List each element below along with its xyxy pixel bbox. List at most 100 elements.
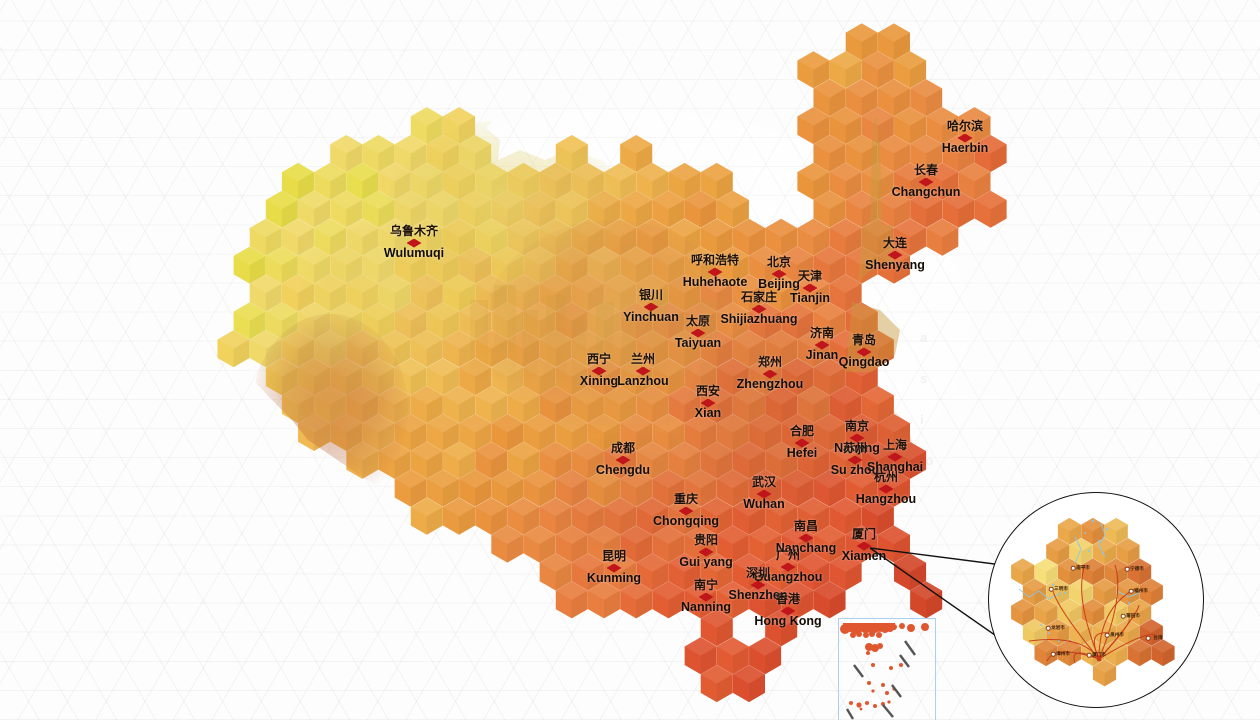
hex-tile[interactable] bbox=[829, 218, 862, 256]
hex-tile[interactable] bbox=[845, 23, 878, 61]
hex-tile[interactable] bbox=[426, 413, 459, 452]
hex-tile[interactable] bbox=[877, 79, 910, 117]
hex-tile[interactable] bbox=[571, 553, 604, 591]
hex-tile[interactable] bbox=[894, 162, 927, 200]
hex-tile[interactable] bbox=[829, 162, 862, 200]
hex-tile[interactable] bbox=[910, 79, 943, 117]
hex-tile[interactable] bbox=[491, 469, 524, 507]
hex-tile[interactable] bbox=[845, 246, 878, 284]
hex-tile[interactable] bbox=[716, 581, 749, 619]
hex-tile[interactable] bbox=[507, 497, 540, 535]
hex-tile[interactable] bbox=[845, 190, 878, 228]
hex-tile[interactable] bbox=[765, 218, 798, 256]
hex-tile[interactable] bbox=[394, 469, 427, 507]
hex-tile[interactable] bbox=[233, 302, 266, 340]
hex-tile[interactable] bbox=[362, 134, 395, 173]
hex-tile[interactable] bbox=[732, 218, 765, 256]
hex-tile[interactable] bbox=[281, 162, 314, 200]
hex-tile[interactable] bbox=[507, 441, 540, 479]
hex-tile[interactable] bbox=[797, 553, 830, 591]
hex-tile[interactable] bbox=[732, 274, 765, 312]
hex-tile[interactable] bbox=[716, 190, 749, 228]
hex-tile[interactable] bbox=[845, 302, 878, 340]
fujian-detail-magnifier[interactable]: 南平市 宁德市 福州市 三明市 莆田市 龙岩市 泉州市 漳州市 厦门市 台湾 bbox=[988, 492, 1204, 708]
hex-tile[interactable] bbox=[861, 107, 894, 145]
hex-tile[interactable] bbox=[797, 51, 830, 89]
hex-tile[interactable] bbox=[410, 441, 443, 479]
hex-tile[interactable] bbox=[861, 51, 894, 89]
hex-tile[interactable] bbox=[410, 107, 443, 145]
hex-tile[interactable] bbox=[684, 581, 717, 619]
hex-tile[interactable] bbox=[877, 190, 910, 228]
hex-tile[interactable] bbox=[910, 190, 943, 228]
hex-tile[interactable] bbox=[797, 218, 830, 256]
hex-tile[interactable] bbox=[845, 79, 878, 117]
hex-tile[interactable] bbox=[281, 218, 314, 256]
hex-tile[interactable] bbox=[894, 107, 927, 145]
hex-tile[interactable] bbox=[765, 609, 798, 647]
hex-tile[interactable] bbox=[410, 386, 443, 424]
hex-tile[interactable] bbox=[910, 581, 943, 619]
hex-tile[interactable] bbox=[555, 581, 588, 619]
hex-tile[interactable] bbox=[330, 190, 363, 228]
hex-tile[interactable] bbox=[410, 497, 443, 535]
hex-tile[interactable] bbox=[475, 497, 508, 535]
hex-tile[interactable] bbox=[749, 637, 782, 675]
hex-tile[interactable] bbox=[700, 218, 733, 256]
hex-tile[interactable] bbox=[861, 330, 894, 368]
hex-tile[interactable] bbox=[491, 413, 524, 452]
hex-tile[interactable] bbox=[620, 581, 653, 619]
hex-tile[interactable] bbox=[523, 469, 556, 507]
hex-tile[interactable] bbox=[797, 162, 830, 200]
hex-tile[interactable] bbox=[974, 190, 1007, 228]
hex-tile[interactable] bbox=[829, 274, 862, 312]
hex-tile[interactable] bbox=[797, 274, 830, 312]
hex-tile[interactable] bbox=[716, 246, 749, 284]
hex-tile[interactable] bbox=[233, 246, 266, 284]
hex-tile[interactable] bbox=[265, 190, 298, 228]
hex-tile[interactable] bbox=[700, 553, 733, 591]
hex-tile[interactable] bbox=[652, 581, 685, 619]
hex-tile[interactable] bbox=[765, 274, 798, 312]
hex-tile[interactable] bbox=[845, 134, 878, 173]
hex-tile[interactable] bbox=[523, 525, 556, 563]
hex-tile[interactable] bbox=[797, 107, 830, 145]
hex-tile[interactable] bbox=[459, 413, 492, 452]
hex-tile[interactable] bbox=[587, 581, 621, 619]
hex-tile[interactable] bbox=[298, 190, 331, 228]
hex-tile[interactable] bbox=[716, 525, 749, 563]
hex-tile[interactable] bbox=[620, 190, 653, 228]
hex-tile[interactable] bbox=[684, 190, 717, 228]
hex-tile[interactable] bbox=[813, 134, 846, 173]
hex-tile[interactable] bbox=[265, 246, 298, 284]
hex-tile[interactable] bbox=[539, 553, 572, 591]
hex-tile[interactable] bbox=[877, 525, 910, 563]
hex-tile[interactable] bbox=[765, 553, 798, 591]
hex-tile[interactable] bbox=[861, 162, 894, 200]
hex-tile[interactable] bbox=[459, 469, 492, 507]
hex-tile[interactable] bbox=[475, 441, 508, 479]
hex-tile[interactable] bbox=[958, 162, 991, 200]
hex-tile[interactable] bbox=[861, 497, 894, 535]
hex-tile[interactable] bbox=[894, 218, 927, 256]
hex-tile[interactable] bbox=[813, 302, 846, 340]
hex-tile[interactable] bbox=[781, 246, 814, 284]
hex-tile[interactable] bbox=[700, 162, 733, 200]
hex-tile[interactable] bbox=[926, 107, 959, 145]
hex-tile[interactable] bbox=[314, 162, 347, 200]
hex-tile[interactable] bbox=[877, 134, 910, 173]
hex-tile[interactable] bbox=[829, 107, 862, 145]
hex-tile[interactable] bbox=[926, 162, 959, 200]
hex-tile[interactable] bbox=[829, 553, 862, 591]
hex-tile[interactable] bbox=[813, 79, 846, 117]
hex-tile[interactable] bbox=[942, 190, 975, 228]
hex-tile[interactable] bbox=[443, 441, 476, 479]
hex-tile[interactable] bbox=[475, 386, 508, 424]
hex-tile[interactable] bbox=[813, 525, 846, 563]
hex-tile[interactable] bbox=[217, 330, 250, 368]
hex-tile[interactable] bbox=[861, 218, 894, 256]
hex-tile[interactable] bbox=[652, 190, 685, 228]
hex-tile[interactable] bbox=[249, 218, 282, 256]
hex-tile[interactable] bbox=[829, 51, 862, 89]
